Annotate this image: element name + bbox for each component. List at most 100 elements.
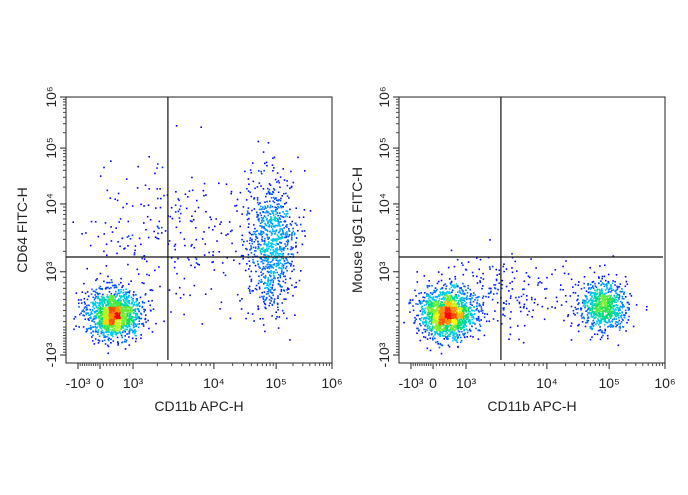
event-dot xyxy=(120,300,122,302)
event-dot xyxy=(101,288,103,290)
event-dot xyxy=(594,308,596,310)
event-dot xyxy=(274,189,276,191)
event-dot xyxy=(135,301,137,303)
event-dot xyxy=(83,309,85,311)
event-dot xyxy=(274,219,276,221)
event-dot xyxy=(467,330,469,332)
event-dot xyxy=(286,224,288,226)
event-dot xyxy=(275,244,277,246)
event-dot xyxy=(585,310,587,312)
event-dot xyxy=(594,290,596,292)
event-dot xyxy=(281,265,283,267)
event-dot xyxy=(584,303,586,305)
event-dot xyxy=(152,290,154,292)
event-dot xyxy=(231,243,233,245)
event-dot xyxy=(272,259,274,261)
event-dot xyxy=(610,324,612,326)
event-dot xyxy=(113,322,115,324)
event-dot xyxy=(437,343,439,345)
event-dot xyxy=(270,213,272,215)
event-dot xyxy=(467,332,469,334)
event-dot xyxy=(600,284,602,286)
event-dot xyxy=(614,319,616,321)
event-dot xyxy=(102,327,104,329)
event-dot xyxy=(120,313,122,315)
event-dot xyxy=(443,304,445,306)
event-dot xyxy=(132,321,134,323)
event-dot xyxy=(472,336,474,338)
event-dot xyxy=(271,315,273,317)
event-dot xyxy=(133,305,135,307)
event-dot xyxy=(268,266,270,268)
event-dot xyxy=(463,322,465,324)
event-dot xyxy=(262,251,264,253)
event-dot xyxy=(95,221,97,223)
event-dot xyxy=(297,230,299,232)
event-dot xyxy=(163,195,165,197)
event-dot xyxy=(177,198,179,200)
event-dot xyxy=(430,309,432,311)
event-dot xyxy=(603,307,605,309)
event-dot xyxy=(290,278,292,280)
event-dot xyxy=(414,320,416,322)
event-dot xyxy=(130,238,132,240)
event-dot xyxy=(444,329,446,331)
event-dot xyxy=(436,314,438,316)
event-dot xyxy=(261,227,263,229)
event-dot xyxy=(614,308,616,310)
event-dot xyxy=(113,331,115,333)
event-dot xyxy=(266,234,268,236)
event-dot xyxy=(78,299,80,301)
event-dot xyxy=(587,305,589,307)
event-dot xyxy=(585,301,587,303)
event-dot xyxy=(100,317,102,319)
event-dot xyxy=(145,294,147,296)
event-dot xyxy=(111,296,113,298)
event-dot xyxy=(598,277,600,279)
event-dot xyxy=(590,339,592,341)
event-dot xyxy=(110,339,112,341)
event-dot xyxy=(127,264,129,266)
event-dot xyxy=(610,308,612,310)
event-dot xyxy=(628,316,630,318)
event-dot xyxy=(218,251,220,253)
event-dot xyxy=(464,337,466,339)
event-dot xyxy=(291,248,293,250)
event-dot xyxy=(597,288,599,290)
event-dot xyxy=(262,236,264,238)
event-dot xyxy=(622,304,624,306)
event-dot xyxy=(255,288,257,290)
event-dot xyxy=(254,254,256,256)
event-dot xyxy=(428,322,430,324)
event-dot xyxy=(131,307,133,309)
event-dot xyxy=(269,268,271,270)
event-dot xyxy=(246,263,248,265)
event-dot xyxy=(257,263,259,265)
event-dot xyxy=(584,287,586,289)
event-dot xyxy=(114,287,116,289)
event-dot xyxy=(235,251,237,253)
event-dot xyxy=(281,286,283,288)
event-dot xyxy=(477,296,479,298)
event-dot xyxy=(629,293,631,295)
event-dot xyxy=(134,329,136,331)
event-dot xyxy=(614,301,616,303)
event-dot xyxy=(625,312,627,314)
event-dot xyxy=(191,215,193,217)
event-dot xyxy=(250,292,252,294)
event-dot xyxy=(460,316,462,318)
event-dot xyxy=(584,276,586,278)
event-dot xyxy=(176,273,178,275)
event-dot xyxy=(117,344,119,346)
event-dot xyxy=(625,276,627,278)
event-dot xyxy=(286,289,288,291)
event-dot xyxy=(128,333,130,335)
event-dot xyxy=(461,331,463,333)
event-dot xyxy=(608,291,610,293)
event-dot xyxy=(427,306,429,308)
event-dot xyxy=(442,294,444,296)
event-dot xyxy=(470,303,472,305)
event-dot xyxy=(123,300,125,302)
event-dot xyxy=(432,305,434,307)
event-dot xyxy=(432,297,434,299)
